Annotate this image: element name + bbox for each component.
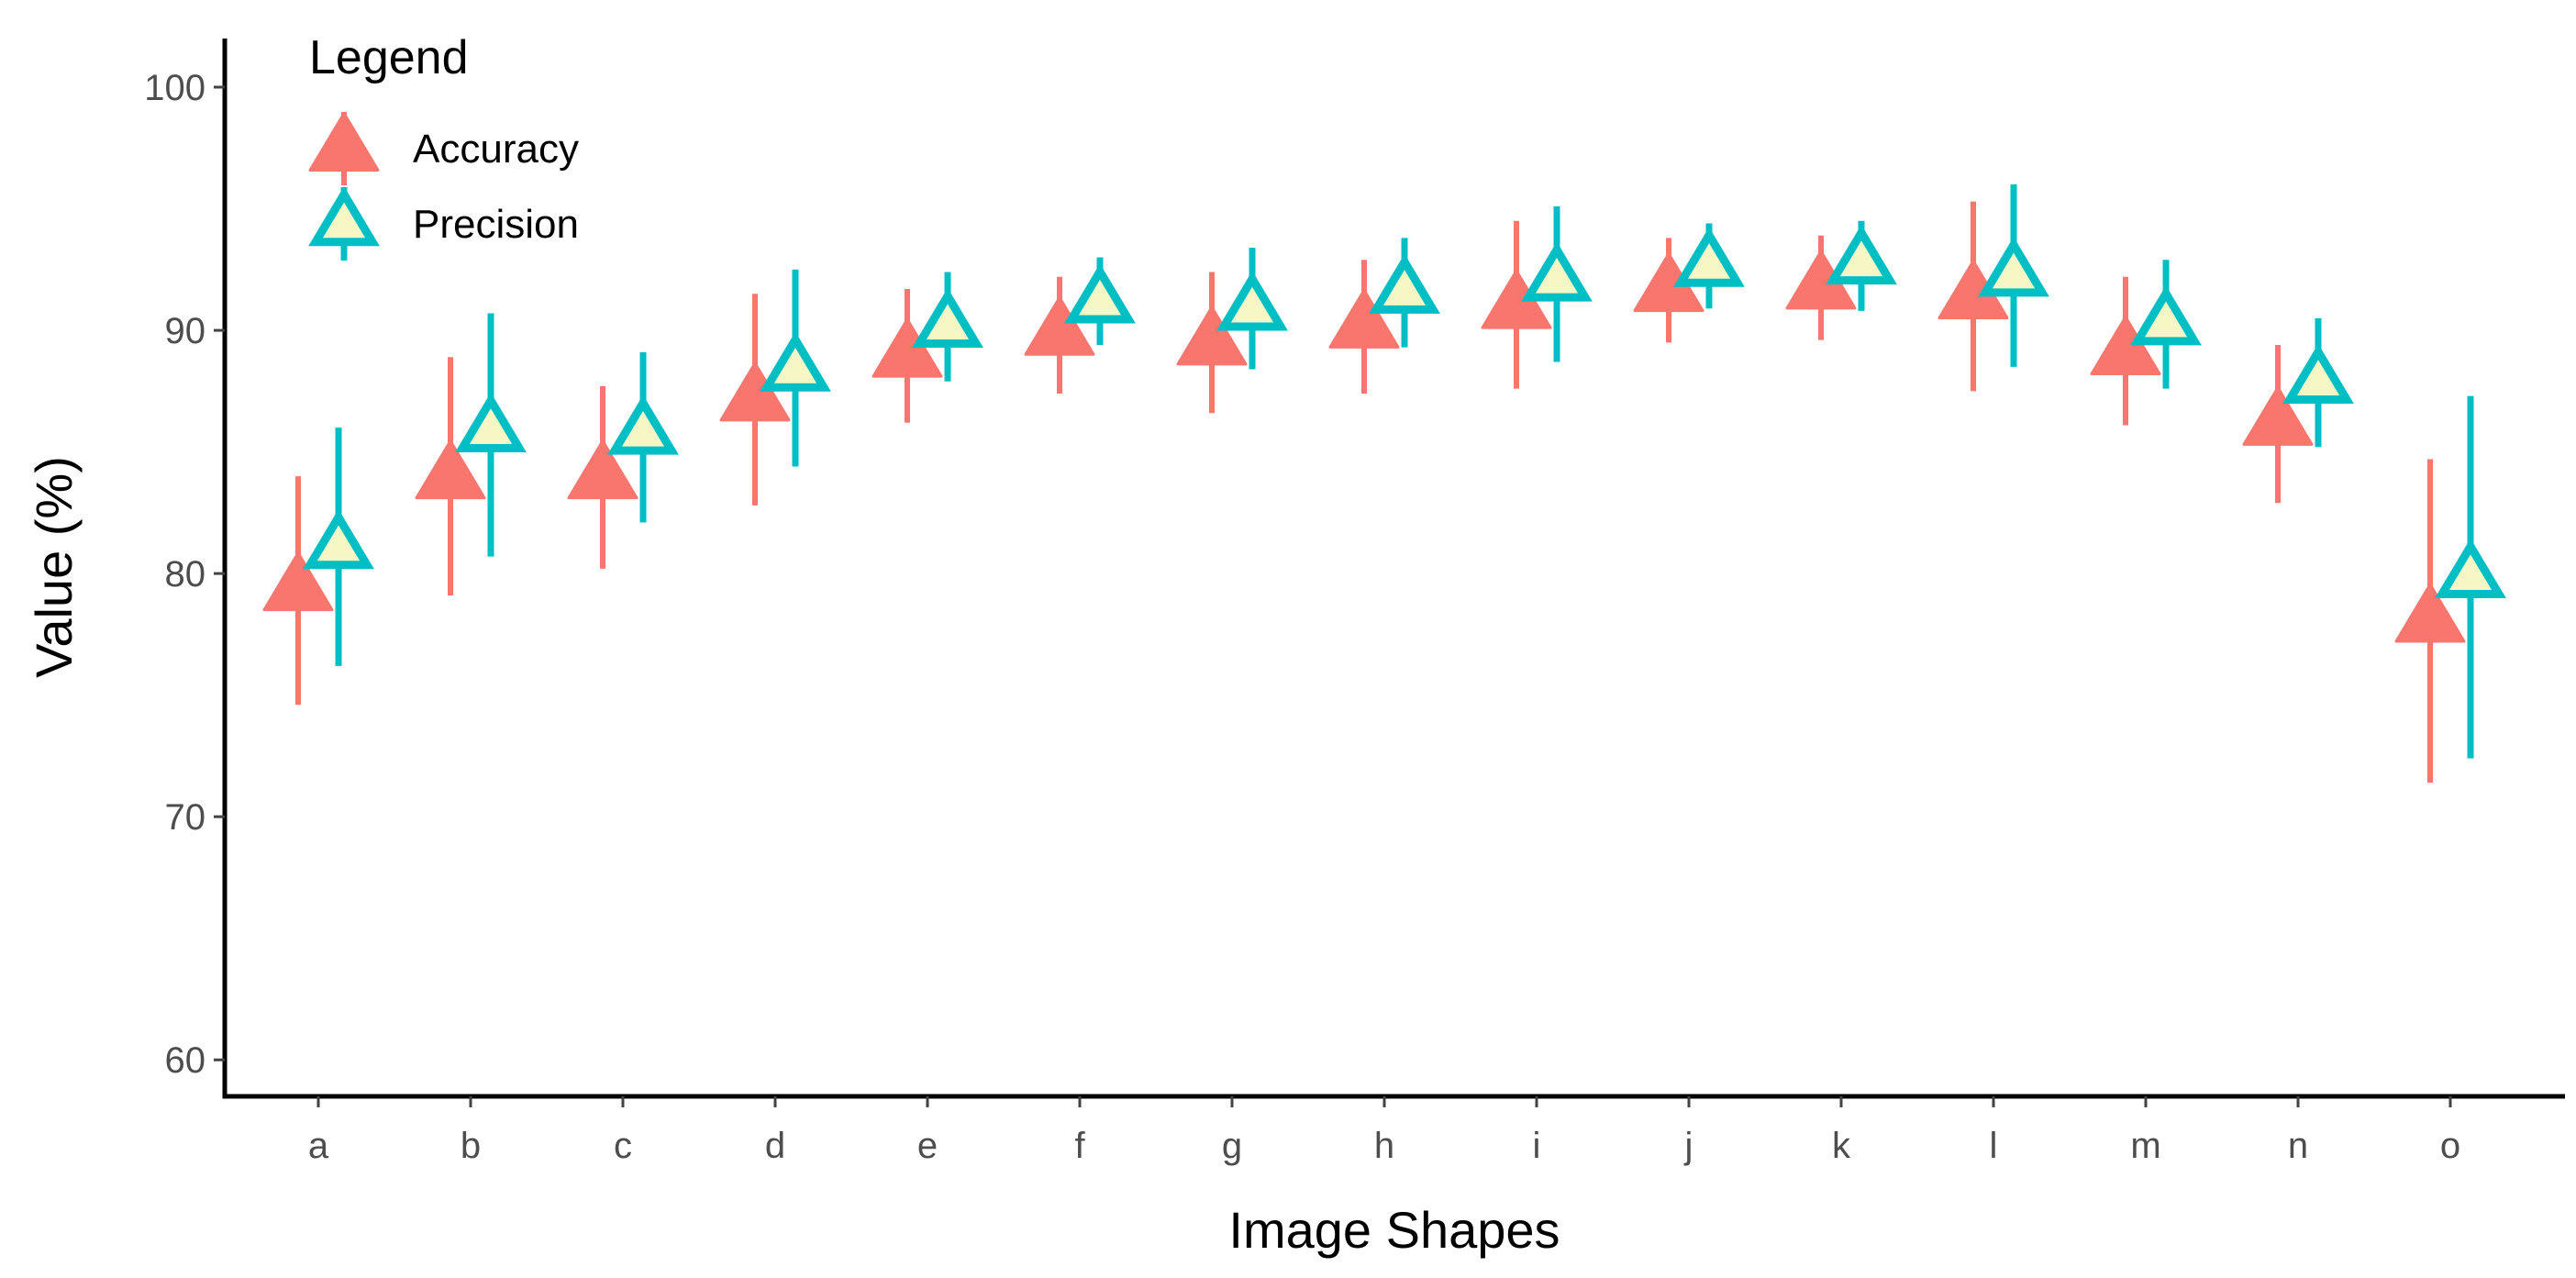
precision-point <box>1216 271 1288 331</box>
x-tick-label: j <box>1684 1126 1693 1166</box>
precision-legend-label: Precision <box>413 202 579 247</box>
x-tick-label: d <box>765 1126 785 1166</box>
x-tick-label: a <box>308 1126 329 1166</box>
x-tick-label: f <box>1074 1126 1085 1166</box>
precision-point <box>607 395 679 455</box>
x-tick-label: b <box>461 1126 481 1166</box>
accuracy-point <box>1024 295 1095 356</box>
precision-point <box>760 331 831 392</box>
precision-point <box>2130 285 2202 346</box>
x-axis-title: Image Shapes <box>1228 1201 1560 1259</box>
accuracy-point <box>567 439 638 500</box>
y-tick-label: 60 <box>165 1040 206 1081</box>
precision-legend-marker <box>308 185 380 247</box>
x-ticks: a b c d e f g h i j k l m n o <box>308 1096 2460 1166</box>
y-tick-label: 70 <box>165 797 206 838</box>
x-tick-label: n <box>2288 1126 2308 1166</box>
precision-point <box>2435 538 2506 599</box>
precision-point <box>455 392 527 453</box>
precision-point <box>1064 263 1136 324</box>
accuracy-legend-label: Accuracy <box>413 127 579 172</box>
accuracy-point <box>2090 315 2161 375</box>
accuracy-point <box>415 439 486 500</box>
x-tick-label: k <box>1832 1126 1851 1166</box>
accuracy-legend-marker <box>308 112 380 172</box>
y-ticks: 60 70 80 90 100 <box>144 68 225 1081</box>
x-tick-label: g <box>1222 1126 1242 1166</box>
accuracy-point <box>1176 306 1248 366</box>
x-tick-label: o <box>2440 1126 2460 1166</box>
precision-point <box>1369 253 1440 314</box>
precision-point <box>912 287 983 349</box>
legend-keys: Accuracy Precision <box>308 112 579 261</box>
precision-point <box>1521 241 1593 302</box>
precision-point <box>1673 227 1745 287</box>
accuracy-point <box>2242 385 2314 446</box>
precision-point <box>1978 237 2049 297</box>
x-tick-label: c <box>614 1126 632 1166</box>
legend: Legend Accuracy Precision <box>308 31 579 261</box>
axes <box>222 39 2565 1099</box>
x-tick-label: e <box>917 1126 938 1166</box>
accuracy-point <box>1328 288 1400 349</box>
y-tick-label: 80 <box>165 554 206 595</box>
accuracy-point <box>719 361 791 422</box>
accuracy-point <box>2394 583 2466 643</box>
y-axis-title: Value (%) <box>25 456 83 678</box>
y-tick-label: 100 <box>144 68 205 108</box>
y-tick-label: 90 <box>165 311 206 351</box>
accuracy-point <box>872 317 943 378</box>
x-tick-label: i <box>1533 1126 1541 1166</box>
precision-point <box>303 508 374 570</box>
x-tick-label: h <box>1374 1126 1394 1166</box>
legend-title: Legend <box>309 31 469 84</box>
precision-point <box>2282 343 2354 404</box>
data-markers <box>262 224 2506 643</box>
x-tick-label: l <box>1990 1126 1998 1166</box>
accuracy-point <box>262 551 334 612</box>
precision-point <box>1826 224 1897 285</box>
x-tick-label: m <box>2130 1126 2160 1166</box>
